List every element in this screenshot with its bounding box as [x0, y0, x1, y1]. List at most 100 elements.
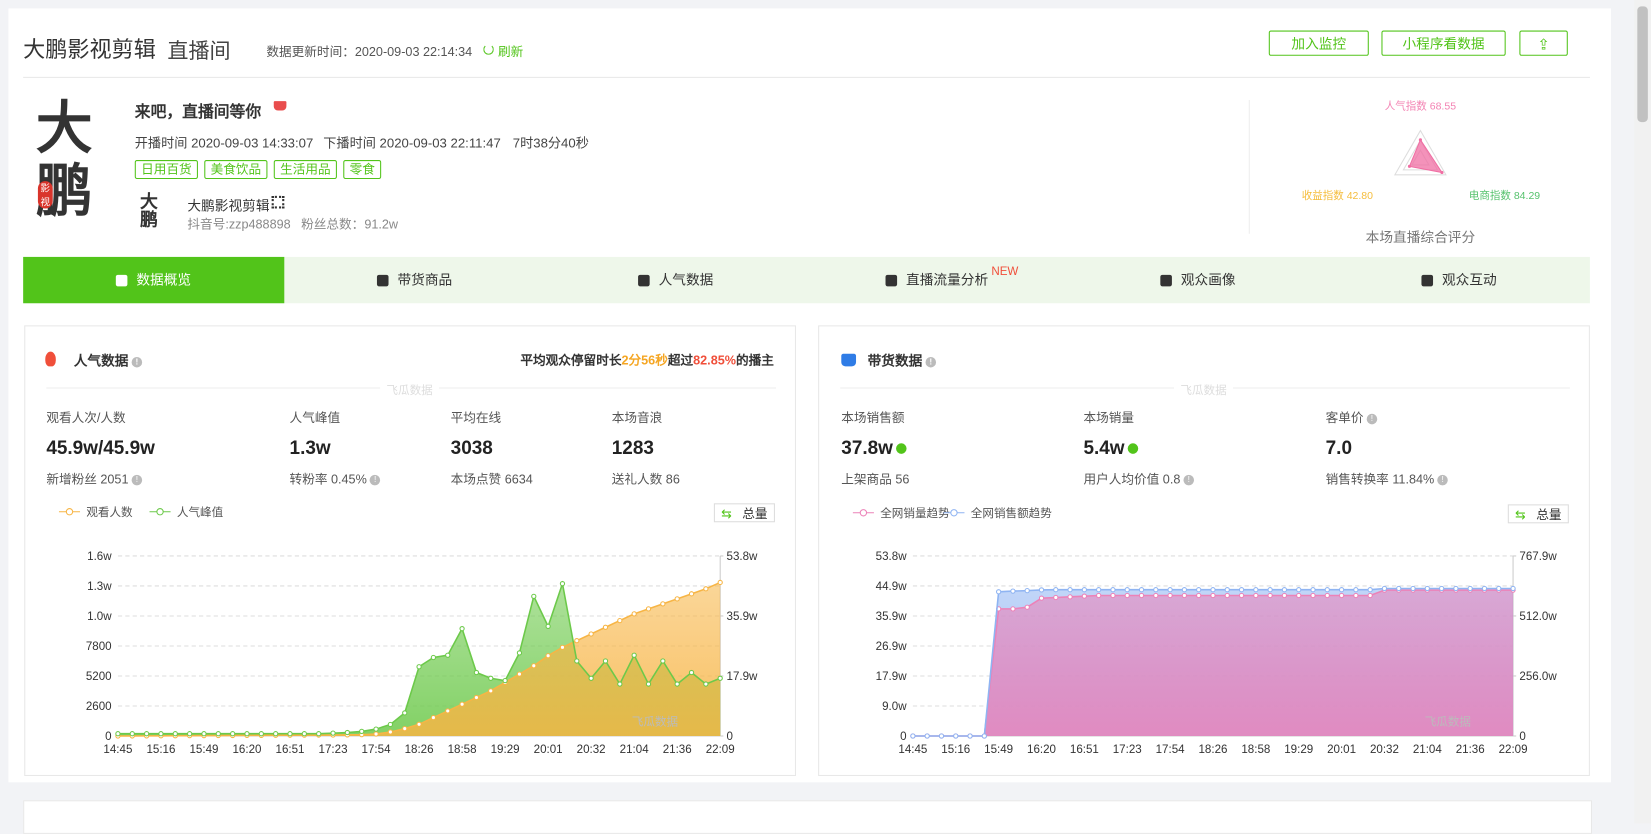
tab-label: 带货商品: [397, 271, 453, 288]
radar-grid: [1393, 129, 1447, 176]
series-point: [1196, 592, 1202, 599]
tab-label: 人气数据: [658, 271, 714, 288]
tab[interactable]: 直播流量分析 NEW: [807, 257, 1068, 303]
total-button[interactable]: ⇆ 总量: [713, 503, 775, 523]
x-tick-label: 16:20: [1027, 744, 1056, 756]
series-point: [1310, 592, 1316, 599]
series-point: [588, 675, 594, 681]
series-point: [1024, 604, 1030, 610]
tab[interactable]: 带货商品: [284, 257, 545, 303]
series-point: [602, 624, 609, 630]
series-point: [1010, 588, 1016, 594]
series-point: [1310, 587, 1316, 593]
series-point: [1453, 585, 1459, 592]
x-tick-label: 15:49: [189, 744, 218, 756]
series-point: [1353, 592, 1359, 599]
series-point: [1224, 592, 1230, 599]
tab[interactable]: 观众画像: [1068, 257, 1329, 303]
room-heading: 来吧，直播间等你: [134, 103, 262, 122]
summary-duration: 2分56秒: [621, 352, 668, 368]
y-tick-label: 0: [105, 731, 111, 743]
stat-sub: 上架商品 56: [841, 470, 909, 488]
tab-icon: [1421, 274, 1434, 287]
series-point: [910, 733, 916, 739]
miniapp-button[interactable]: 小程序看数据: [1381, 30, 1506, 56]
series-point: [717, 675, 723, 681]
info-icon: !: [131, 474, 143, 486]
series-point: [244, 731, 250, 737]
qr-icon[interactable]: [271, 195, 285, 209]
stat-value: 7.0: [1326, 437, 1448, 459]
series-point: [660, 658, 666, 664]
stat-value: 37.8w: [841, 437, 909, 459]
legend-marker: [65, 508, 74, 516]
x-tick-label: 15:49: [984, 744, 1013, 756]
start-time: 开播时间 2020-09-03 14:33:07: [134, 135, 314, 151]
x-tick-label: 16:51: [276, 744, 305, 756]
refresh[interactable]: 刷新: [498, 44, 524, 59]
series-point: [1253, 587, 1259, 593]
series-point: [1238, 587, 1245, 593]
total-label: 总量: [1536, 507, 1562, 523]
series-point: [1296, 587, 1302, 593]
x-tick-label: 21:36: [663, 744, 692, 756]
stat: 观看人次/人数 45.9w/45.9w 新增粉丝 2051!: [46, 409, 155, 488]
series-point: [1367, 587, 1373, 593]
y2-tick-label: 256.0w: [1519, 671, 1557, 683]
total-button[interactable]: ⇆ 总量: [1507, 504, 1569, 524]
series-point: [201, 731, 207, 737]
tab-icon: [377, 274, 390, 287]
check-icon: [896, 443, 907, 455]
series-point: [373, 726, 379, 732]
stat-label: 观看人次/人数: [46, 409, 155, 427]
series-point: [1024, 587, 1030, 594]
series-point: [617, 681, 623, 687]
series-point: [1253, 592, 1259, 599]
info-icon: !: [1366, 413, 1378, 425]
panel-title: 带货数据!: [868, 350, 937, 370]
series-point: [545, 623, 551, 629]
legend-label: 人气峰值: [177, 505, 224, 519]
stat-value: 3038: [451, 437, 533, 459]
x-tick-label: 21:36: [1456, 744, 1485, 756]
radar-label: 电商指数 84.29: [1469, 189, 1540, 202]
share-button[interactable]: ⇪: [1519, 30, 1568, 56]
series-point: [660, 601, 666, 607]
y2-tick-label: 17.9w: [727, 671, 759, 683]
series-point: [172, 731, 178, 737]
separator: [1248, 100, 1250, 234]
series-point: [502, 677, 508, 684]
monitor-button[interactable]: 加入监控: [1268, 30, 1369, 56]
series-point: [1510, 585, 1516, 592]
stat-label-text: 客单价: [1325, 410, 1364, 426]
stat-value: 1283: [612, 437, 680, 459]
series-point: [1496, 585, 1502, 592]
stat-sub-text: 上架商品 56: [841, 471, 910, 487]
x-tick-label: 20:32: [1370, 744, 1399, 756]
tab[interactable]: 人气数据: [545, 257, 806, 303]
series-point: [344, 729, 350, 736]
series-point: [688, 591, 695, 597]
series-point: [1038, 587, 1045, 593]
series-point: [1224, 587, 1230, 593]
series-point: [258, 731, 264, 737]
stat: 客单价! 7.0 销售转换率 11.84%!: [1326, 409, 1448, 488]
info-icon: !: [1183, 474, 1195, 486]
stat-value-text: 1283: [611, 436, 654, 459]
series-point: [1467, 585, 1473, 592]
info-icon: !: [1437, 474, 1448, 486]
x-tick-label: 21:04: [620, 744, 650, 756]
stat-label: 平均在线: [451, 409, 533, 427]
radar-label-value: 68.55: [1430, 101, 1456, 113]
tab-label: 数据概览: [136, 271, 192, 288]
stat-sub-text: 转粉率 0.45%: [289, 471, 367, 487]
tab[interactable]: 观众互动: [1329, 257, 1590, 303]
series-point: [445, 708, 451, 714]
total-label: 总量: [742, 506, 768, 522]
x-tick-label: 15:16: [941, 744, 970, 756]
series-point: [574, 658, 580, 664]
tab-label: 观众画像: [1180, 271, 1236, 288]
series-point: [1181, 587, 1188, 593]
tab[interactable]: 数据概览: [23, 256, 285, 304]
